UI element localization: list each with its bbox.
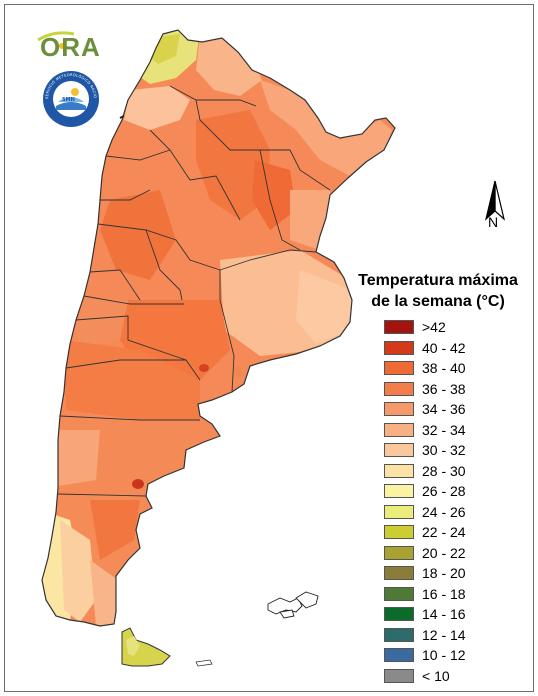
legend-label: 16 - 18 xyxy=(422,585,466,602)
legend-swatch xyxy=(384,463,414,478)
legend-label: 32 - 34 xyxy=(422,421,466,438)
legend-label: 40 - 42 xyxy=(422,339,466,356)
legend-swatch xyxy=(384,381,414,396)
legend-swatch xyxy=(384,586,414,601)
legend-label: 24 - 26 xyxy=(422,503,466,520)
legend-label: >42 xyxy=(422,319,446,335)
legend-swatch xyxy=(384,607,414,621)
ora-logo: ORA xyxy=(37,31,101,62)
legend-swatch xyxy=(384,422,414,437)
legend-label: 28 - 30 xyxy=(422,462,466,479)
legend-swatch xyxy=(384,320,414,334)
province-borders xyxy=(41,29,396,627)
legend-swatch xyxy=(384,566,414,580)
legend-label: 22 - 24 xyxy=(422,524,466,540)
legend-title-line2: de la semana (°C) xyxy=(371,293,505,310)
legend-swatch xyxy=(384,525,414,539)
legend-label: 36 - 38 xyxy=(422,380,466,397)
legend-label: < 10 xyxy=(422,667,450,684)
legend-swatch xyxy=(384,340,414,355)
legend-label: 20 - 22 xyxy=(422,544,466,561)
legend-swatch xyxy=(384,443,414,457)
legend-label: 30 - 32 xyxy=(422,442,466,458)
legend-title-line1: Temperatura máxima xyxy=(358,272,518,289)
smn-seal-logo: SMN SERVICIO METEOROLÓGICO NACIONAL • AR… xyxy=(42,70,99,127)
legend-swatch xyxy=(384,402,414,416)
legend-label: 14 - 16 xyxy=(422,606,466,622)
legend-swatch xyxy=(384,361,414,375)
legend-label: 18 - 20 xyxy=(422,565,466,581)
legend-swatch xyxy=(384,545,414,560)
legend-label: 34 - 36 xyxy=(422,401,466,417)
legend-swatch xyxy=(384,484,414,498)
svg-text:SMN: SMN xyxy=(62,97,75,103)
legend-swatch xyxy=(384,504,414,519)
legend-title: Temperatura máxima de la semana (°C) xyxy=(348,270,528,312)
legend-swatch xyxy=(384,627,414,642)
legend-label: 26 - 28 xyxy=(422,483,466,499)
north-label: N xyxy=(488,214,499,230)
legend-swatch xyxy=(384,648,414,662)
legend-label: 12 - 14 xyxy=(422,626,466,643)
legend-swatch xyxy=(384,668,414,683)
north-arrow-icon xyxy=(484,180,506,221)
isla-de-los-estados xyxy=(195,659,213,667)
svg-text:ORA: ORA xyxy=(40,32,101,62)
legend-label: 38 - 40 xyxy=(422,360,466,376)
malvinas-islands xyxy=(267,591,319,619)
legend-label: 10 - 12 xyxy=(422,647,466,663)
